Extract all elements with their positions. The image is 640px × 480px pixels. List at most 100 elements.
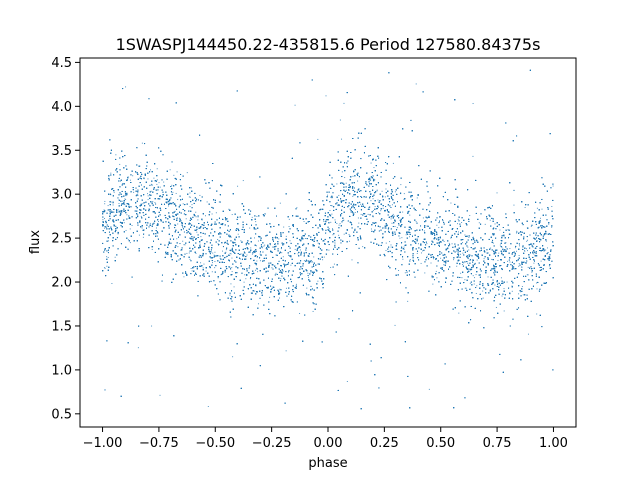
data-point: [189, 192, 191, 194]
data-point: [317, 280, 319, 282]
data-point: [390, 218, 392, 220]
data-point: [139, 212, 141, 214]
data-point: [275, 272, 277, 274]
data-point: [197, 219, 199, 221]
data-point: [345, 182, 347, 184]
data-point: [489, 219, 491, 221]
data-point: [287, 254, 289, 256]
data-point: [200, 262, 202, 264]
data-point: [132, 175, 134, 177]
data-point: [483, 258, 485, 260]
data-point: [119, 180, 121, 182]
data-point: [404, 272, 406, 274]
data-point: [115, 154, 117, 156]
data-point: [104, 227, 106, 229]
data-point: [377, 199, 379, 201]
data-point: [534, 247, 536, 249]
data-point: [435, 231, 437, 233]
data-point: [354, 228, 356, 230]
data-point: [139, 212, 141, 214]
data-point: [423, 230, 425, 232]
data-point: [206, 201, 208, 203]
data-point: [231, 271, 233, 273]
data-point: [106, 265, 108, 267]
data-point: [240, 240, 242, 242]
data-point: [498, 252, 500, 254]
data-point: [140, 215, 142, 217]
data-point: [186, 172, 188, 174]
data-point: [348, 234, 350, 236]
data-point: [478, 222, 480, 224]
data-point: [245, 278, 247, 280]
data-point: [214, 267, 216, 269]
data-point: [474, 262, 476, 264]
data-point: [104, 267, 106, 269]
data-point: [264, 244, 266, 246]
data-point: [415, 209, 417, 211]
data-point: [306, 287, 308, 289]
data-point: [240, 253, 242, 255]
data-point: [124, 204, 126, 206]
data-point: [360, 213, 362, 215]
data-point: [409, 259, 411, 261]
data-point: [399, 237, 401, 239]
data-point: [278, 260, 280, 262]
data-point: [214, 251, 216, 253]
data-point: [338, 234, 340, 236]
data-point: [426, 243, 428, 245]
data-point: [472, 264, 474, 266]
data-point: [118, 202, 120, 204]
data-point: [394, 226, 396, 227]
data-point: [372, 210, 374, 212]
data-point: [501, 246, 503, 248]
data-point: [443, 264, 445, 266]
data-point: [468, 236, 470, 238]
data-point: [233, 286, 235, 288]
data-point: [518, 263, 520, 265]
data-point: [242, 180, 244, 182]
data-point: [195, 216, 197, 218]
data-point: [394, 191, 396, 193]
data-point: [174, 210, 176, 212]
data-point: [462, 252, 464, 254]
data-point: [484, 250, 485, 252]
data-point: [336, 183, 338, 185]
data-point: [403, 198, 405, 200]
data-point: [511, 290, 513, 292]
data-point: [392, 177, 394, 179]
data-point: [103, 209, 105, 211]
data-point: [352, 195, 354, 197]
data-point: [268, 264, 270, 266]
data-point: [467, 268, 469, 270]
data-point: [505, 242, 507, 244]
data-point: [142, 203, 144, 205]
data-point: [443, 240, 445, 242]
data-point: [250, 247, 252, 249]
data-point: [126, 214, 128, 216]
data-point: [403, 193, 405, 195]
data-point: [229, 254, 231, 256]
data-point: [334, 219, 336, 221]
data-point: [334, 243, 336, 245]
data-point: [188, 252, 190, 254]
data-point: [385, 188, 387, 190]
data-point: [482, 290, 484, 292]
data-point: [426, 225, 428, 227]
data-point: [265, 248, 267, 250]
data-point: [506, 281, 508, 283]
data-point: [135, 195, 137, 197]
data-point: [137, 347, 139, 349]
data-point: [415, 221, 417, 223]
data-point: [495, 306, 497, 308]
data-point: [322, 259, 324, 261]
data-point: [257, 303, 259, 305]
data-point: [331, 205, 333, 207]
data-point: [157, 224, 159, 226]
data-point: [365, 196, 367, 198]
data-point: [350, 207, 352, 209]
data-point: [526, 274, 528, 276]
data-point: [516, 230, 518, 232]
data-point: [239, 258, 241, 260]
data-point: [330, 221, 332, 223]
data-point: [199, 243, 201, 245]
